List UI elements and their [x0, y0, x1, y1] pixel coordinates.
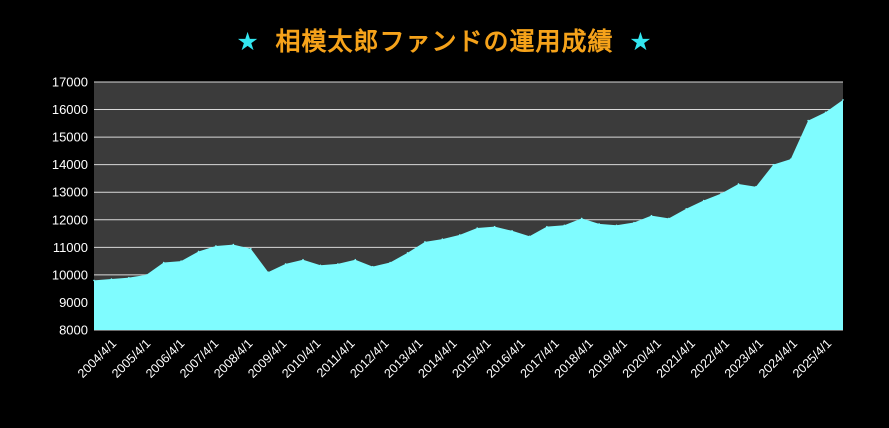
data-point: [215, 245, 217, 247]
data-point: [458, 234, 461, 236]
data-point: [145, 274, 148, 276]
y-tick-label: 16000: [52, 102, 88, 117]
data-point: [807, 119, 809, 122]
data-point: [424, 241, 426, 243]
y-tick-label: 11000: [53, 240, 88, 255]
data-point: [824, 111, 827, 114]
data-point: [476, 227, 479, 229]
data-point: [650, 214, 653, 217]
y-tick-label: 12000: [52, 212, 88, 227]
fund-performance-area: [94, 99, 843, 330]
y-tick-label: 17000: [52, 75, 88, 90]
data-point: [197, 250, 200, 253]
data-point: [737, 183, 740, 185]
data-point: [249, 247, 252, 250]
data-points: [93, 99, 844, 282]
data-point: [563, 224, 566, 227]
y-tick-label: 14000: [52, 157, 88, 172]
y-tick-label: 13000: [52, 185, 88, 200]
data-point: [110, 278, 113, 280]
data-point: [615, 224, 618, 227]
y-tick-label: 8000: [59, 323, 88, 338]
data-point: [772, 163, 775, 166]
data-point: [302, 258, 304, 261]
star-icon-right: ★: [629, 27, 653, 56]
data-point: [441, 238, 444, 240]
data-point: [633, 221, 635, 224]
y-axis-ticks: 8000 9000 10000 11000 12000 13000 14000 15000 16…: [52, 75, 88, 338]
data-point: [232, 243, 235, 246]
chart-title: ★ 相模太郎ファンドの運用成績 ★: [0, 22, 889, 58]
y-tick-label: 10000: [52, 267, 88, 282]
data-point: [702, 199, 705, 202]
data-point: [685, 207, 688, 210]
data-point: [546, 225, 548, 228]
chart-title-text: 相模太郎ファンドの運用成績: [275, 27, 614, 56]
data-point: [389, 261, 391, 264]
data-point: [162, 261, 165, 264]
data-point: [528, 235, 531, 238]
data-point: [371, 265, 374, 268]
y-tick-label: 15000: [52, 130, 88, 145]
x-axis-ticks: 2004/4/12005/4/12006/4/12007/4/12008/4/1…: [75, 336, 834, 380]
data-point: [180, 260, 182, 262]
data-point: [493, 225, 496, 228]
data-point: [319, 264, 322, 267]
data-point: [284, 263, 287, 265]
data-point: [598, 223, 600, 225]
data-point: [720, 192, 722, 195]
data-point: [267, 271, 269, 273]
data-point: [755, 185, 757, 188]
data-point: [842, 99, 844, 101]
data-point: [580, 217, 583, 220]
data-point: [789, 158, 792, 160]
data-point: [128, 276, 130, 279]
star-icon-left: ★: [236, 27, 260, 56]
data-point: [337, 263, 339, 265]
data-point: [93, 279, 95, 282]
data-point: [511, 230, 513, 232]
data-point: [668, 217, 670, 220]
y-tick-label: 9000: [59, 295, 88, 310]
data-point: [406, 252, 409, 254]
data-point: [354, 258, 357, 261]
